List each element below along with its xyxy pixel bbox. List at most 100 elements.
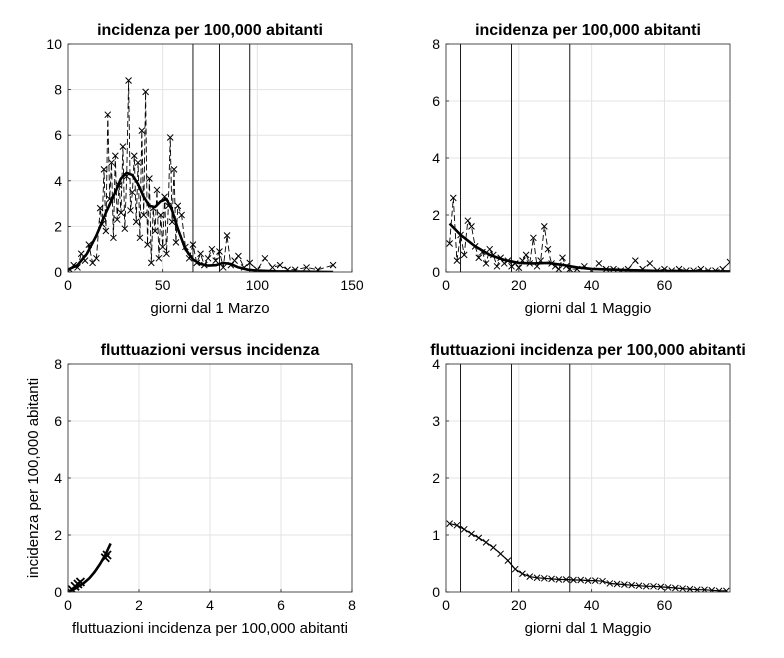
data-point (146, 175, 153, 182)
x-tick-label: 0 (64, 597, 72, 613)
x-tick-label: 20 (511, 277, 527, 293)
data-point (453, 521, 461, 529)
data-point (570, 576, 577, 584)
data-point (468, 223, 475, 230)
x-axis-label: giorni dal 1 Maggio (525, 300, 652, 317)
data-point (157, 211, 165, 219)
data-point (460, 525, 468, 533)
y-tick-label: 4 (432, 150, 440, 166)
x-tick-label: 8 (348, 597, 356, 613)
chart-title: fluttuazioni versus incidenza (101, 342, 320, 359)
chart-title: incidenza per 100,000 abitanti (97, 22, 323, 39)
x-tick-label: 4 (206, 597, 214, 613)
data-point (104, 111, 112, 119)
data-point (606, 580, 614, 587)
data-point (540, 223, 548, 230)
subplot-1: 0 50 100 150 0 2 4 6 8 10 incidenza per 100,000 ab… (46, 22, 363, 317)
data-point (204, 254, 212, 262)
data-point (621, 581, 628, 588)
data-point (526, 573, 534, 580)
data-point (142, 88, 149, 96)
data-point (208, 245, 216, 253)
y-tick-label: 0 (432, 584, 440, 600)
data-point (631, 257, 639, 264)
subplot-3: 0 2 4 6 8 0 2 4 6 8 fluttuazioni versus incidenza f… (25, 342, 356, 637)
y-tick-label: 8 (432, 36, 440, 52)
data-point (140, 211, 148, 219)
x-tick-label: 2 (135, 597, 143, 613)
data-point (121, 225, 129, 233)
data-point (475, 254, 483, 262)
data-point (170, 166, 178, 173)
data-point (508, 262, 515, 270)
data-point (628, 581, 636, 589)
data-point (679, 585, 687, 592)
data-point (303, 264, 310, 271)
series-line-smoothed (68, 542, 112, 592)
data-point (111, 152, 119, 160)
x-tick-label: 150 (340, 277, 364, 293)
data-point (599, 577, 606, 585)
data-point (223, 232, 231, 239)
data-point (511, 565, 519, 573)
data-point (129, 188, 136, 196)
data-point (453, 257, 461, 264)
data-point (708, 586, 716, 592)
data-point (519, 570, 526, 578)
data-point (136, 234, 144, 242)
x-tick-label: 60 (657, 277, 673, 293)
data-point (212, 257, 220, 264)
data-point (493, 262, 501, 270)
x-tick-label: 6 (277, 597, 285, 613)
data-point (635, 582, 643, 590)
data-point (504, 557, 512, 565)
data-point (540, 574, 548, 582)
data-point (77, 250, 85, 258)
data-point (460, 251, 468, 259)
data-point (613, 580, 621, 588)
x-tick-label: 40 (584, 597, 600, 613)
x-tick-label: 100 (246, 277, 270, 293)
data-point (515, 264, 523, 272)
data-point (117, 209, 125, 217)
data-point (562, 576, 570, 583)
x-tick-label: 50 (155, 277, 171, 293)
y-tick-label: 2 (432, 470, 440, 486)
y-tick-label: 4 (54, 173, 62, 189)
data-point (595, 260, 603, 267)
x-tick-label: 0 (442, 277, 450, 293)
data-point (144, 241, 151, 248)
chart-title: fluttuazioni incidenza per 100,000 abita… (430, 342, 746, 359)
data-point (269, 264, 276, 271)
data-point (235, 252, 242, 260)
data-point (155, 254, 163, 262)
data-point (147, 259, 155, 267)
data-point (530, 234, 537, 242)
data-point (102, 550, 112, 560)
x-tick-label: 40 (584, 277, 600, 293)
data-point (584, 577, 592, 584)
data-point (159, 243, 167, 251)
data-point (464, 217, 472, 225)
data-point (533, 574, 541, 582)
data-point (219, 264, 227, 271)
data-point (216, 248, 223, 255)
series-line-raw (69, 80, 334, 271)
data-point (102, 227, 110, 235)
data-point (715, 587, 723, 592)
data-point (672, 584, 679, 592)
data-point (127, 207, 134, 214)
data-point (93, 254, 100, 262)
y-tick-label: 6 (54, 413, 62, 429)
axes-frame (67, 43, 353, 273)
data-point (178, 211, 185, 219)
data-point (189, 241, 197, 248)
data-point (172, 239, 180, 246)
data-point (449, 194, 457, 202)
data-point (134, 159, 142, 166)
series-line-smoothed (68, 171, 334, 272)
data-point (163, 250, 170, 258)
y-tick-label: 8 (54, 356, 62, 372)
